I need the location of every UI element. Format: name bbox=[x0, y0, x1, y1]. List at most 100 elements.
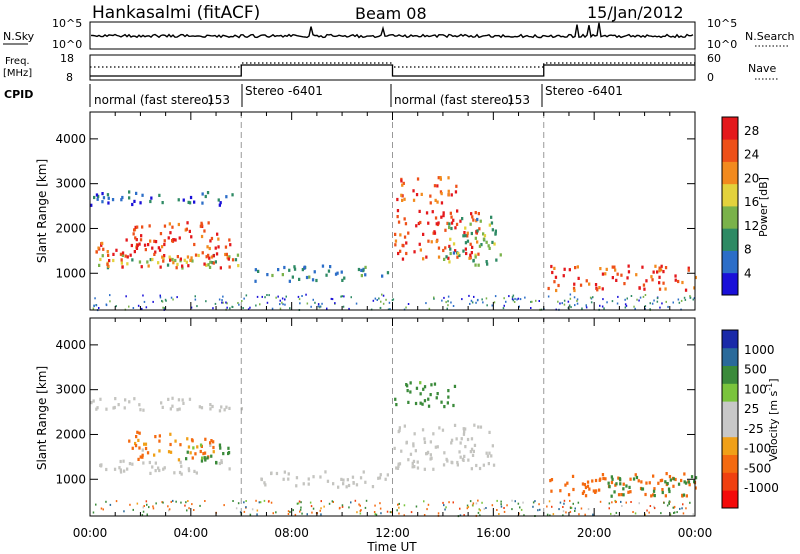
data-cell bbox=[586, 484, 590, 488]
data-cell bbox=[228, 265, 231, 269]
data-cell bbox=[687, 266, 690, 270]
scatter-cell bbox=[109, 300, 111, 303]
scatter-cell bbox=[477, 511, 480, 514]
scatter-cell bbox=[478, 508, 480, 511]
scatter-cell bbox=[190, 306, 193, 309]
scatter-cell bbox=[289, 511, 291, 513]
data-cell bbox=[154, 469, 157, 473]
data-cell bbox=[212, 261, 215, 265]
data-cell bbox=[459, 441, 462, 445]
data-cell bbox=[473, 423, 476, 427]
data-cell bbox=[396, 466, 400, 470]
data-cell bbox=[438, 426, 441, 430]
data-cell bbox=[419, 220, 422, 225]
scatter-cell bbox=[568, 304, 571, 307]
scatter-cell bbox=[256, 295, 259, 298]
data-cell bbox=[143, 243, 147, 247]
scatter-cell bbox=[94, 297, 96, 300]
data-cell bbox=[419, 401, 422, 405]
data-cell bbox=[341, 278, 344, 282]
data-cell bbox=[455, 184, 458, 188]
data-cell bbox=[394, 232, 397, 236]
scatter-cell bbox=[385, 298, 387, 301]
scatter-cell bbox=[242, 307, 244, 309]
scatter-cell bbox=[145, 500, 148, 503]
scatter-cell bbox=[298, 500, 301, 503]
data-cell bbox=[111, 198, 115, 202]
data-cell bbox=[466, 239, 470, 243]
data-cell bbox=[150, 196, 153, 200]
data-cell bbox=[172, 261, 175, 265]
data-cell bbox=[403, 235, 407, 239]
scatter-cell bbox=[249, 513, 252, 516]
scatter-cell bbox=[559, 501, 562, 504]
scatter-cell bbox=[448, 501, 450, 504]
data-cell bbox=[168, 222, 171, 226]
data-cell bbox=[601, 272, 605, 276]
scatter-cell bbox=[199, 504, 201, 507]
scatter-cell bbox=[312, 507, 315, 510]
data-cell bbox=[298, 277, 301, 281]
data-cell bbox=[131, 258, 134, 262]
x-tick-label: 20:00 bbox=[577, 526, 612, 540]
scatter-cell bbox=[538, 300, 540, 302]
data-cell bbox=[640, 480, 643, 484]
scatter-cell bbox=[342, 305, 345, 308]
scatter-cell bbox=[563, 502, 565, 505]
data-cell bbox=[582, 490, 586, 494]
data-cell bbox=[121, 253, 124, 257]
data-cell bbox=[400, 193, 403, 197]
data-cell bbox=[189, 258, 192, 262]
data-cell bbox=[394, 397, 397, 401]
data-cell bbox=[141, 193, 144, 197]
data-cell bbox=[206, 191, 210, 195]
scatter-cell bbox=[300, 501, 302, 504]
data-cell bbox=[137, 457, 140, 461]
scatter-cell bbox=[585, 304, 587, 307]
data-cell bbox=[677, 279, 680, 284]
data-cell bbox=[210, 439, 213, 443]
data-cell bbox=[665, 472, 668, 476]
data-cell bbox=[398, 426, 401, 430]
data-cell bbox=[447, 193, 450, 197]
scatter-cell bbox=[299, 510, 301, 513]
data-cell bbox=[149, 258, 152, 262]
data-cell bbox=[661, 490, 664, 495]
scatter-cell bbox=[115, 305, 117, 308]
data-cell bbox=[208, 246, 211, 251]
data-cell bbox=[200, 406, 204, 410]
data-cell bbox=[645, 481, 648, 485]
data-cell bbox=[658, 275, 661, 279]
scatter-cell bbox=[441, 299, 443, 302]
scatter-cell bbox=[163, 307, 166, 310]
data-cell bbox=[491, 240, 494, 244]
data-cell bbox=[478, 244, 482, 248]
scatter-cell bbox=[682, 512, 685, 515]
data-cell bbox=[490, 221, 494, 225]
data-cell bbox=[99, 257, 102, 262]
scatter-cell bbox=[109, 294, 111, 297]
data-cell bbox=[641, 487, 645, 491]
data-cell bbox=[207, 263, 210, 267]
data-cell bbox=[121, 195, 124, 200]
data-cell bbox=[658, 287, 662, 291]
data-cell bbox=[413, 432, 416, 436]
data-cell bbox=[119, 470, 123, 474]
scatter-cell bbox=[297, 502, 300, 505]
data-cell bbox=[674, 278, 677, 282]
data-cell bbox=[400, 449, 403, 453]
data-cell bbox=[172, 238, 176, 242]
scatter-cell bbox=[494, 295, 497, 298]
colorbar-swatch bbox=[722, 472, 738, 491]
data-cell bbox=[188, 229, 191, 233]
data-cell bbox=[307, 477, 310, 481]
data-cell bbox=[187, 469, 191, 473]
scatter-cell bbox=[562, 514, 564, 517]
data-cell bbox=[664, 494, 667, 498]
scatter-cell bbox=[92, 511, 95, 514]
data-cell bbox=[662, 281, 665, 285]
data-cell bbox=[220, 405, 223, 409]
data-cell bbox=[157, 466, 160, 470]
data-cell bbox=[231, 193, 234, 197]
data-cell bbox=[595, 489, 598, 493]
